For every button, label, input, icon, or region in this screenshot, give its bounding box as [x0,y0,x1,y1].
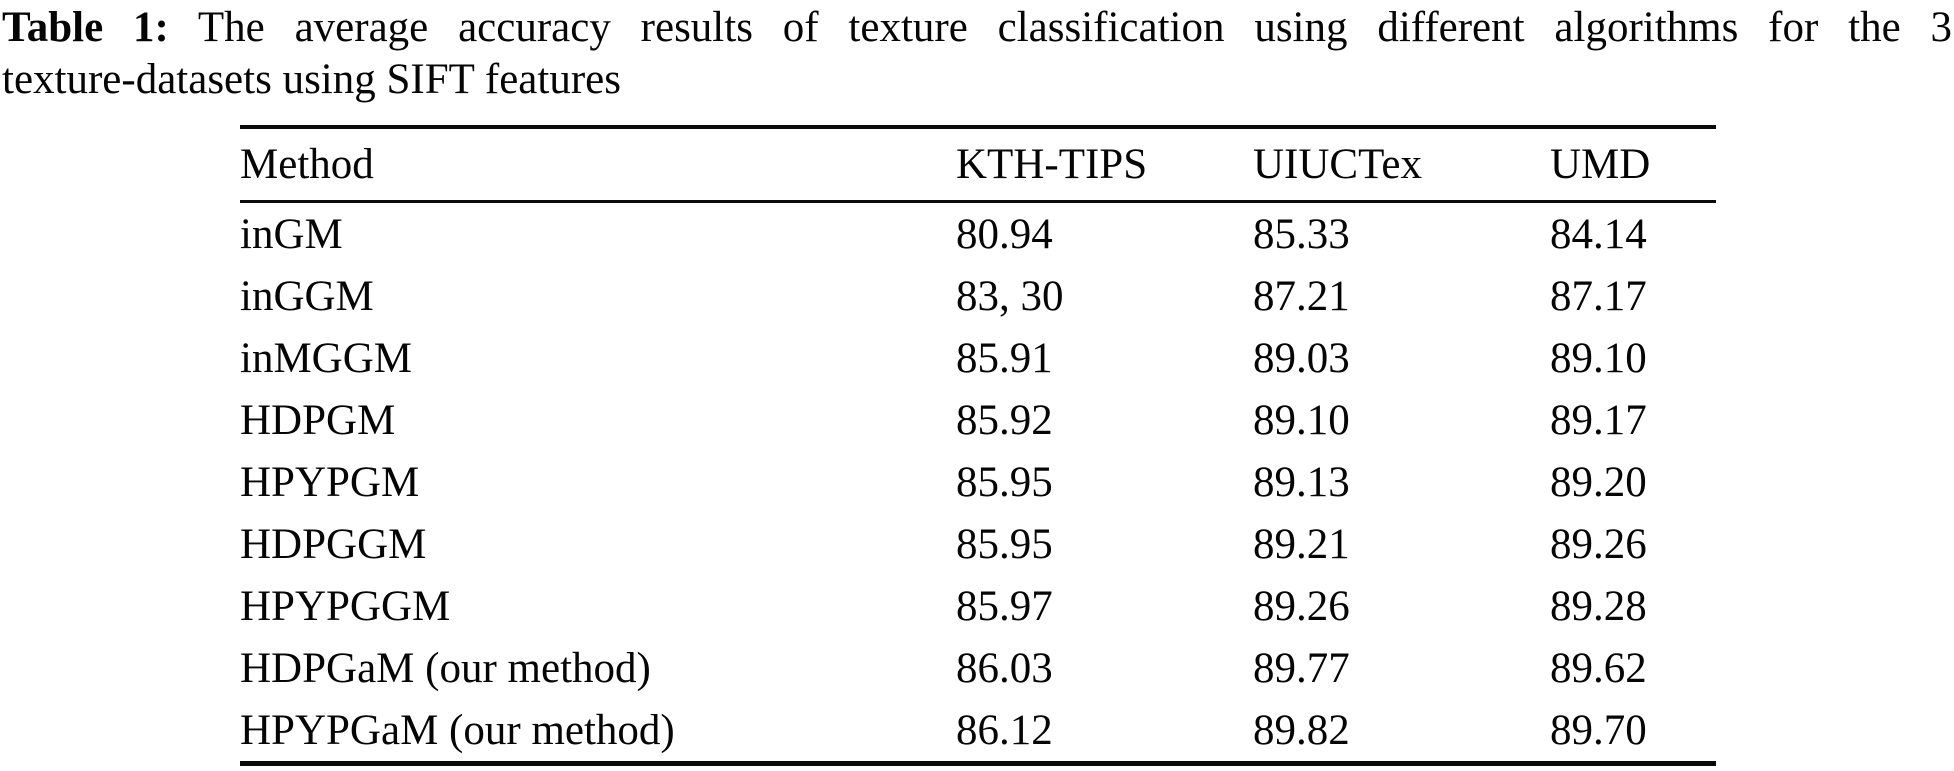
header-cell-method: Method [240,141,374,188]
header-cell-umd: UMD [1550,141,1651,188]
cell-umd: 87.17 [1550,272,1647,320]
cell-umd: 89.70 [1550,706,1647,754]
header-cell-uiuctex: UIUCTex [1253,141,1422,188]
cell-umd: 89.10 [1550,334,1647,382]
table-row: inGGM 83, 30 87.21 87.17 [240,265,1716,327]
cell-uiuctex: 89.82 [1253,706,1350,754]
cell-kth-tips: 85.97 [956,582,1053,630]
table-row: HDPGM 85.92 89.10 89.17 [240,389,1716,451]
cell-uiuctex: 89.03 [1253,334,1350,382]
cell-umd: 89.26 [1550,520,1647,568]
table-caption-label: Table 1: [2,4,169,51]
table-row: HDPGaM (our method) 86.03 89.77 89.62 [240,637,1716,699]
table-row: inMGGM 85.91 89.03 89.10 [240,327,1716,389]
cell-method: inGGM [240,272,374,320]
cell-kth-tips: 86.03 [956,644,1053,692]
cell-method: HDPGGM [240,520,427,568]
table-caption-line2: texture-datasets using SIFT features [2,56,621,103]
cell-uiuctex: 85.33 [1253,210,1350,258]
cell-method: inGM [240,210,343,258]
cell-kth-tips: 86.12 [956,706,1053,754]
cell-kth-tips: 85.92 [956,396,1053,444]
header-cell-kth-tips: KTH-TIPS [956,141,1148,188]
table-row: inGM 80.94 85.33 84.14 [240,203,1716,265]
cell-uiuctex: 89.26 [1253,582,1350,630]
cell-kth-tips: 85.91 [956,334,1053,382]
cell-kth-tips: 83, 30 [956,272,1064,320]
cell-uiuctex: 89.13 [1253,458,1350,506]
cell-method: HPYPGM [240,458,420,506]
cell-umd: 89.17 [1550,396,1647,444]
cell-uiuctex: 89.10 [1253,396,1350,444]
cell-method: HDPGaM (our method) [240,644,651,692]
table-caption: Table 1: The average accuracy results of… [2,2,1952,106]
table-row: HPYPGM 85.95 89.13 89.20 [240,451,1716,513]
cell-uiuctex: 89.21 [1253,520,1350,568]
cell-umd: 89.20 [1550,458,1647,506]
table-row: HPYPGaM (our method) 86.12 89.82 89.70 [240,699,1716,761]
cell-kth-tips: 85.95 [956,458,1053,506]
cell-method: HDPGM [240,396,396,444]
cell-umd: 89.28 [1550,582,1647,630]
cell-method: inMGGM [240,334,413,382]
cell-kth-tips: 85.95 [956,520,1053,568]
table-row: HPYPGGM 85.97 89.26 89.28 [240,575,1716,637]
table-caption-line1: Table 1: The average accuracy results of… [2,2,1952,54]
table-header-row: Method KTH-TIPS UIUCTex UMD [240,125,1716,203]
cell-umd: 84.14 [1550,210,1647,258]
table-caption-text: The average accuracy results of texture … [197,4,1952,51]
cell-kth-tips: 80.94 [956,210,1053,258]
cell-uiuctex: 87.21 [1253,272,1350,320]
results-table: Method KTH-TIPS UIUCTex UMD inGM 80.94 8… [240,125,1716,766]
cell-method: HPYPGaM (our method) [240,706,675,754]
table-body: inGM 80.94 85.33 84.14 inGGM 83, 30 87.2… [240,203,1716,766]
cell-method: HPYPGGM [240,582,451,630]
cell-umd: 89.62 [1550,644,1647,692]
cell-uiuctex: 89.77 [1253,644,1350,692]
table-row: HDPGGM 85.95 89.21 89.26 [240,513,1716,575]
